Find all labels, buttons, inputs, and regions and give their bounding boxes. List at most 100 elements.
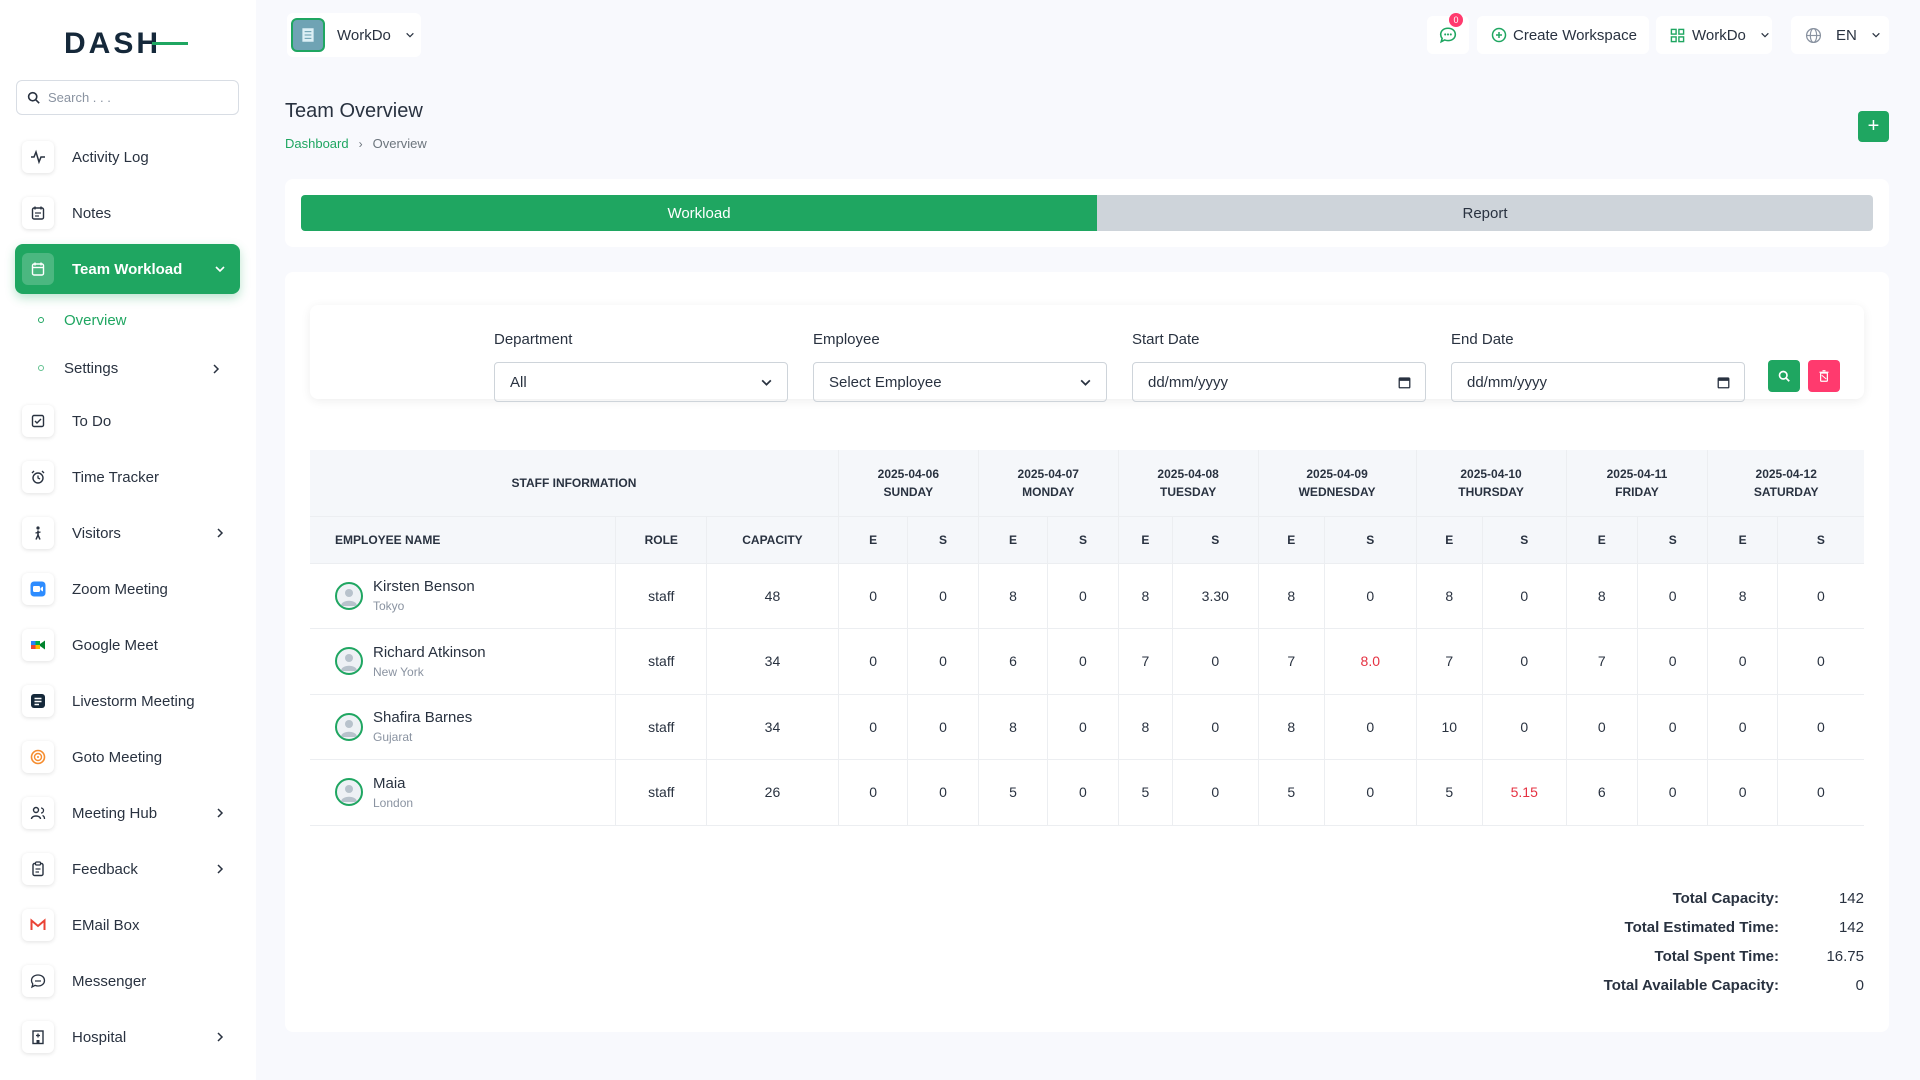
tab-workload[interactable]: Workload <box>301 195 1097 231</box>
estimated-header: E <box>1566 516 1638 564</box>
activity-icon <box>22 141 54 173</box>
search-button[interactable] <box>1768 360 1800 392</box>
estimated-cell: 0 <box>838 694 909 760</box>
search-icon <box>1778 370 1790 382</box>
day-header: 2025-04-11 FRIDAY <box>1566 450 1709 517</box>
total-estimated-value: 142 <box>1838 919 1864 936</box>
sidebar-item-meeting-hub[interactable]: Meeting Hub <box>15 788 240 838</box>
total-available-row: Total Available Capacity: 0 <box>1464 971 1864 1000</box>
sidebar-item-hospital[interactable]: Hospital <box>15 1012 240 1062</box>
estimated-cell: 7 <box>1118 628 1174 695</box>
workspace-switcher[interactable]: WorkDo <box>287 13 421 57</box>
user-avatar-icon <box>341 654 357 672</box>
estimated-cell: 8 <box>1707 563 1778 629</box>
employee-label: Employee <box>813 331 880 348</box>
department-select[interactable]: All <box>494 362 788 402</box>
estimated-cell: 5 <box>1258 759 1325 826</box>
gmail-icon <box>22 909 54 941</box>
employee-select[interactable]: Select Employee <box>813 362 1107 402</box>
table-row: Maia London staff 26 0 0 5 0 5 0 5 0 5 5.15 6 0 0 0 <box>310 759 1864 826</box>
sidebar-subitem-label: Overview <box>64 311 127 329</box>
filter-panel: Department All Employee Select Employee … <box>310 305 1864 402</box>
sidebar-item-livestorm-meeting[interactable]: Livestorm Meeting <box>15 676 240 726</box>
estimated-cell: 5 <box>978 759 1049 826</box>
avatar <box>335 712 363 741</box>
employee-info: Richard Atkinson New York <box>373 644 486 679</box>
spent-header: S <box>1482 516 1567 564</box>
sidebar-item-messenger[interactable]: Messenger <box>15 956 240 1006</box>
employee-cell: Richard Atkinson New York <box>310 628 617 695</box>
start-date-input[interactable]: dd/mm/yyyy <box>1132 362 1426 402</box>
language-select[interactable]: EN <box>1791 16 1889 54</box>
sidebar-item-team-workload[interactable]: Team Workload <box>15 244 240 294</box>
breadcrumb-dashboard-link[interactable]: Dashboard <box>285 136 349 151</box>
spent-header: S <box>907 516 979 564</box>
sidebar-subitem-overview[interactable]: Overview <box>38 308 127 332</box>
tab-report[interactable]: Report <box>1097 195 1873 231</box>
estimated-header: E <box>1258 516 1325 564</box>
spent-cell: 0 <box>1777 628 1864 695</box>
date-header-row: STAFF INFORMATION 2025-04-06 SUNDAY 2025-… <box>310 450 1864 517</box>
calendar-icon[interactable] <box>1717 376 1730 389</box>
table-row: Shafira Barnes Gujarat staff 34 0 0 8 0 8 0 8 0 10 0 0… <box>310 694 1864 760</box>
breadcrumb-current: Overview <box>372 136 427 151</box>
search-input[interactable]: Search . . . <box>16 80 239 115</box>
spent-cell: 8.0 <box>1324 628 1417 695</box>
add-button[interactable]: + <box>1858 111 1889 142</box>
estimated-cell: 7 <box>1566 628 1638 695</box>
sidebar-item-feedback[interactable]: Feedback <box>15 844 240 894</box>
chat-bubble-icon <box>22 965 54 997</box>
create-workspace-button[interactable]: Create Workspace <box>1477 16 1649 54</box>
user-avatar-icon <box>341 785 357 803</box>
sidebar-item-label: Meeting Hub <box>72 804 158 822</box>
sidebar-item-zoom-meeting[interactable]: Zoom Meeting <box>15 564 240 614</box>
role-cell: staff <box>615 694 708 760</box>
estimated-cell: 8 <box>1258 694 1325 760</box>
role-cell: staff <box>615 759 708 826</box>
estimated-cell: 8 <box>1118 694 1174 760</box>
spent-header: S <box>1777 516 1864 564</box>
spent-cell: 0 <box>907 628 979 695</box>
sidebar-item-label: Notes <box>72 204 112 222</box>
estimated-cell: 0 <box>838 563 909 629</box>
employee-info: Kirsten Benson Tokyo <box>373 578 475 613</box>
sidebar-item-activity-log[interactable]: Activity Log <box>15 132 240 182</box>
sidebar-item-goto-meeting[interactable]: Goto Meeting <box>15 732 240 782</box>
sidebar-item-to-do[interactable]: To Do <box>15 396 240 446</box>
user-avatar-icon <box>341 588 357 606</box>
day-date: 2025-04-09 <box>1306 466 1368 481</box>
dash-logo[interactable]: DASH <box>64 27 190 63</box>
clear-filter-button[interactable] <box>1808 360 1840 392</box>
google-meet-icon <box>22 629 54 661</box>
sidebar-item-notes[interactable]: Notes <box>15 188 240 238</box>
users-icon <box>22 797 54 829</box>
estimated-cell: 10 <box>1416 694 1483 760</box>
total-spent-value: 16.75 <box>1826 948 1864 965</box>
workspace-menu-button[interactable]: WorkDo <box>1656 16 1772 54</box>
sidebar-item-label: EMail Box <box>72 916 140 934</box>
estimated-header: E <box>1118 516 1174 564</box>
chevron-right-icon <box>217 864 224 874</box>
day-date: 2025-04-07 <box>1017 466 1079 481</box>
total-spent-row: Total Spent Time: 16.75 <box>1464 942 1864 971</box>
sidebar-item-visitors[interactable]: Visitors <box>15 508 240 558</box>
create-workspace-label: Create Workspace <box>1513 26 1637 44</box>
sidebar-subitem-settings[interactable]: Settings <box>38 356 220 380</box>
sidebar-item-time-tracker[interactable]: Time Tracker <box>15 452 240 502</box>
estimated-cell: 7 <box>1416 628 1483 695</box>
spent-cell: 0 <box>1172 628 1259 695</box>
employee-name: Maia <box>373 774 406 792</box>
spent-header: S <box>1637 516 1709 564</box>
day-date: 2025-04-11 <box>1606 466 1668 481</box>
sidebar-item-email-box[interactable]: EMail Box <box>15 900 240 950</box>
estimated-cell: 7 <box>1258 628 1325 695</box>
spent-cell: 0 <box>1047 628 1119 695</box>
sidebar-item-google-meet[interactable]: Google Meet <box>15 620 240 670</box>
total-capacity-label: Total Capacity: <box>1672 890 1779 907</box>
end-date-input[interactable]: dd/mm/yyyy <box>1451 362 1745 402</box>
spent-cell: 0 <box>1324 759 1417 826</box>
day-name: SUNDAY <box>883 484 934 499</box>
messages-button[interactable]: 0 <box>1427 13 1469 54</box>
calendar-icon[interactable] <box>1398 376 1411 389</box>
